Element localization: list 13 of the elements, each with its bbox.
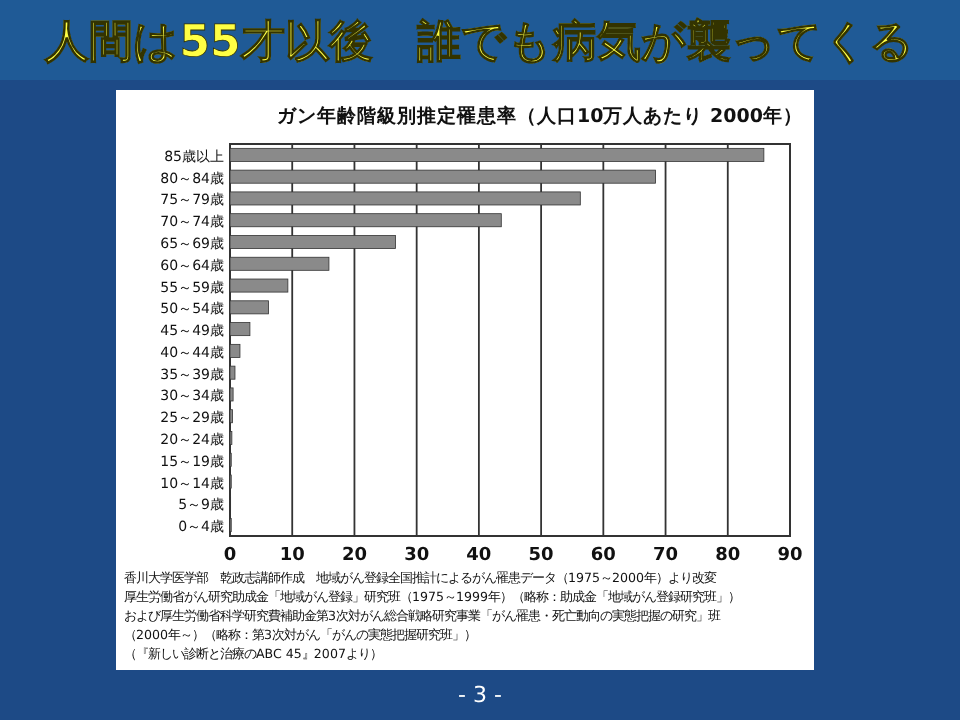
text: - 3 -: [458, 682, 502, 708]
x-tick-label: 40: [466, 546, 492, 566]
chart-title: 人間は55才以後 誰でも病気が襲ってくる: [43, 16, 915, 68]
chart-subtitle: ガン年齢階級別推定罹患率（人口10万人あたり 2000年）: [277, 104, 803, 128]
x-tick-label: 60: [590, 546, 616, 566]
x-tick-label: 0: [223, 546, 237, 566]
x-tick-label: 20: [341, 546, 367, 566]
x-tick-label: 30: [404, 546, 430, 566]
x-tick-label: 10: [279, 546, 305, 566]
x-tick-label: 70: [653, 546, 679, 566]
x-tick-label: 90: [777, 546, 803, 566]
x-tick-label: 80: [715, 546, 741, 566]
x-tick-label: 50: [528, 546, 554, 566]
